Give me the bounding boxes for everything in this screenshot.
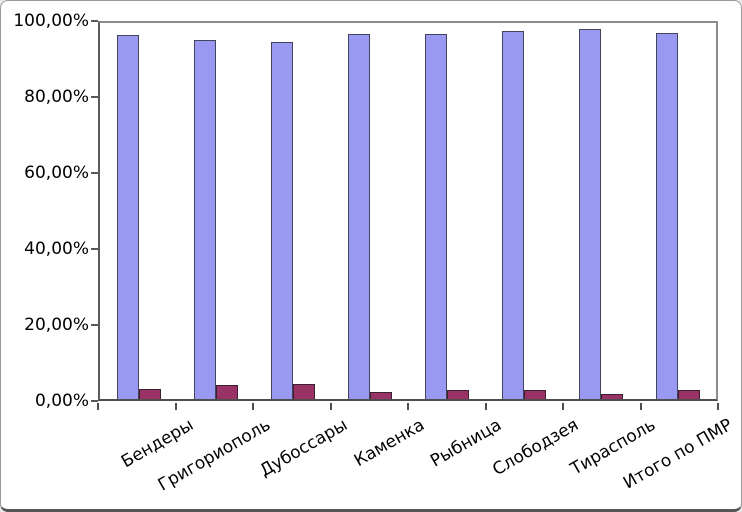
bar-series-1-8 — [655, 33, 678, 399]
bar-series-2-5 — [446, 390, 469, 399]
x-axis-category-label: Бендеры — [117, 415, 197, 473]
y-axis-tick-label: 20,00% — [24, 315, 89, 335]
bar-series-1-1 — [116, 35, 139, 399]
bar-series-2-6 — [523, 390, 546, 399]
y-axis-tick-mark — [91, 172, 98, 174]
x-axis-tick-mark — [329, 403, 332, 410]
bar-series-2-1 — [138, 389, 161, 399]
bar-series-2-3 — [292, 384, 315, 399]
x-axis-tick-mark — [252, 403, 254, 410]
bar-series-1-3 — [270, 42, 293, 399]
y-axis-tick-label: 100,00% — [13, 11, 89, 31]
bar-series-1-4 — [347, 34, 370, 399]
x-axis-tick-mark — [562, 403, 564, 410]
x-axis-tick-mark — [97, 403, 99, 410]
bar-series-2-8 — [677, 390, 700, 399]
x-axis-tick-mark — [639, 403, 642, 410]
y-axis-tick-label: 60,00% — [24, 163, 89, 183]
bar-series-2-2 — [215, 385, 238, 399]
x-axis-tick-mark — [174, 403, 177, 410]
y-axis-tick-label: 0,00% — [34, 391, 89, 411]
y-axis-tick-mark — [91, 20, 98, 22]
plot-area — [98, 21, 718, 401]
bar-series-2-7 — [600, 394, 623, 399]
x-axis-tick-mark — [407, 403, 409, 410]
y-axis-tick-mark — [91, 248, 98, 250]
bar-series-2-4 — [369, 392, 392, 399]
y-axis-tick-label: 40,00% — [24, 239, 89, 259]
bar-series-1-7 — [578, 29, 601, 399]
y-axis-tick-mark — [91, 400, 98, 402]
bar-series-1-2 — [193, 40, 216, 399]
bar-series-1-5 — [424, 34, 447, 399]
x-axis-tick-mark — [484, 403, 487, 410]
y-axis-tick-label: 80,00% — [24, 87, 89, 107]
y-axis-tick-mark — [91, 96, 98, 98]
y-axis-tick-mark — [91, 324, 98, 326]
x-axis-tick-mark — [717, 403, 719, 410]
bar-series-1-6 — [501, 31, 524, 399]
